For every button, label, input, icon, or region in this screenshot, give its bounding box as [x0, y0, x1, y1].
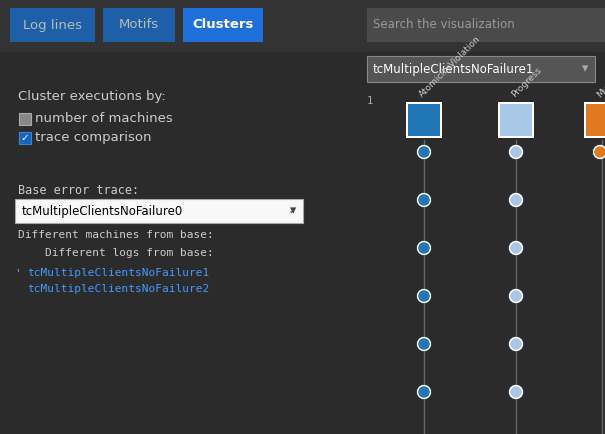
Text: ✓: ✓: [289, 206, 297, 216]
Bar: [19, 113, 31, 125]
Text: Search the visualization: Search the visualization: [373, 19, 515, 32]
Bar: [584, 102, 605, 138]
Text: Motifs: Motifs: [119, 19, 159, 32]
Circle shape: [417, 385, 431, 398]
Text: ▾: ▾: [290, 204, 296, 217]
Circle shape: [419, 195, 429, 205]
Circle shape: [511, 387, 521, 397]
Bar: [10, 8, 95, 42]
Text: Clusters: Clusters: [192, 19, 253, 32]
Circle shape: [419, 243, 429, 253]
Text: number of machines: number of machines: [35, 112, 173, 125]
Circle shape: [511, 339, 521, 349]
Text: Base error trace:: Base error trace:: [18, 184, 139, 197]
Circle shape: [511, 291, 521, 301]
Bar: [15, 199, 303, 223]
Circle shape: [419, 387, 429, 397]
Circle shape: [419, 147, 429, 157]
Circle shape: [419, 339, 429, 349]
Circle shape: [417, 145, 431, 158]
Bar: [500, 104, 532, 136]
Circle shape: [511, 243, 521, 253]
Circle shape: [509, 338, 523, 351]
Circle shape: [509, 385, 523, 398]
Circle shape: [509, 194, 523, 207]
Circle shape: [417, 241, 431, 254]
Circle shape: [595, 147, 605, 157]
Text: Progress: Progress: [509, 66, 543, 99]
Text: trace comparison: trace comparison: [35, 132, 151, 145]
Text: tcMultipleClientsNoFailure0: tcMultipleClientsNoFailure0: [22, 204, 183, 217]
Circle shape: [509, 241, 523, 254]
Text: Different logs from base:: Different logs from base:: [18, 248, 214, 258]
Bar: [19, 132, 31, 144]
Bar: [406, 102, 442, 138]
Text: tcMultipleClientsNoFailure1: tcMultipleClientsNoFailure1: [27, 268, 209, 278]
Text: Different machines from base:: Different machines from base:: [18, 230, 214, 240]
Circle shape: [419, 291, 429, 301]
Text: ✓: ✓: [21, 133, 30, 143]
Bar: [498, 102, 534, 138]
Bar: [586, 104, 605, 136]
Text: tcMultipleClientsNoFailure1: tcMultipleClientsNoFailure1: [373, 62, 534, 76]
Circle shape: [594, 145, 605, 158]
Text: ▾: ▾: [582, 62, 588, 76]
Circle shape: [511, 195, 521, 205]
Text: ': ': [14, 268, 21, 278]
Text: tcMultipleClientsNoFailure2: tcMultipleClientsNoFailure2: [27, 284, 209, 294]
Text: Cluster executions by:: Cluster executions by:: [18, 90, 166, 103]
Text: AtomicityViolation: AtomicityViolation: [417, 34, 483, 99]
Text: Log lines: Log lines: [23, 19, 82, 32]
Circle shape: [417, 338, 431, 351]
Bar: [103, 8, 175, 42]
Bar: [367, 8, 605, 42]
Bar: [0, 0, 605, 52]
Circle shape: [417, 289, 431, 302]
Circle shape: [511, 147, 521, 157]
Circle shape: [509, 145, 523, 158]
Text: 1: 1: [367, 96, 373, 106]
Circle shape: [417, 194, 431, 207]
Bar: [367, 56, 595, 82]
Bar: [408, 104, 440, 136]
Text: Multi: Multi: [596, 77, 605, 99]
Bar: [183, 8, 263, 42]
Circle shape: [509, 289, 523, 302]
